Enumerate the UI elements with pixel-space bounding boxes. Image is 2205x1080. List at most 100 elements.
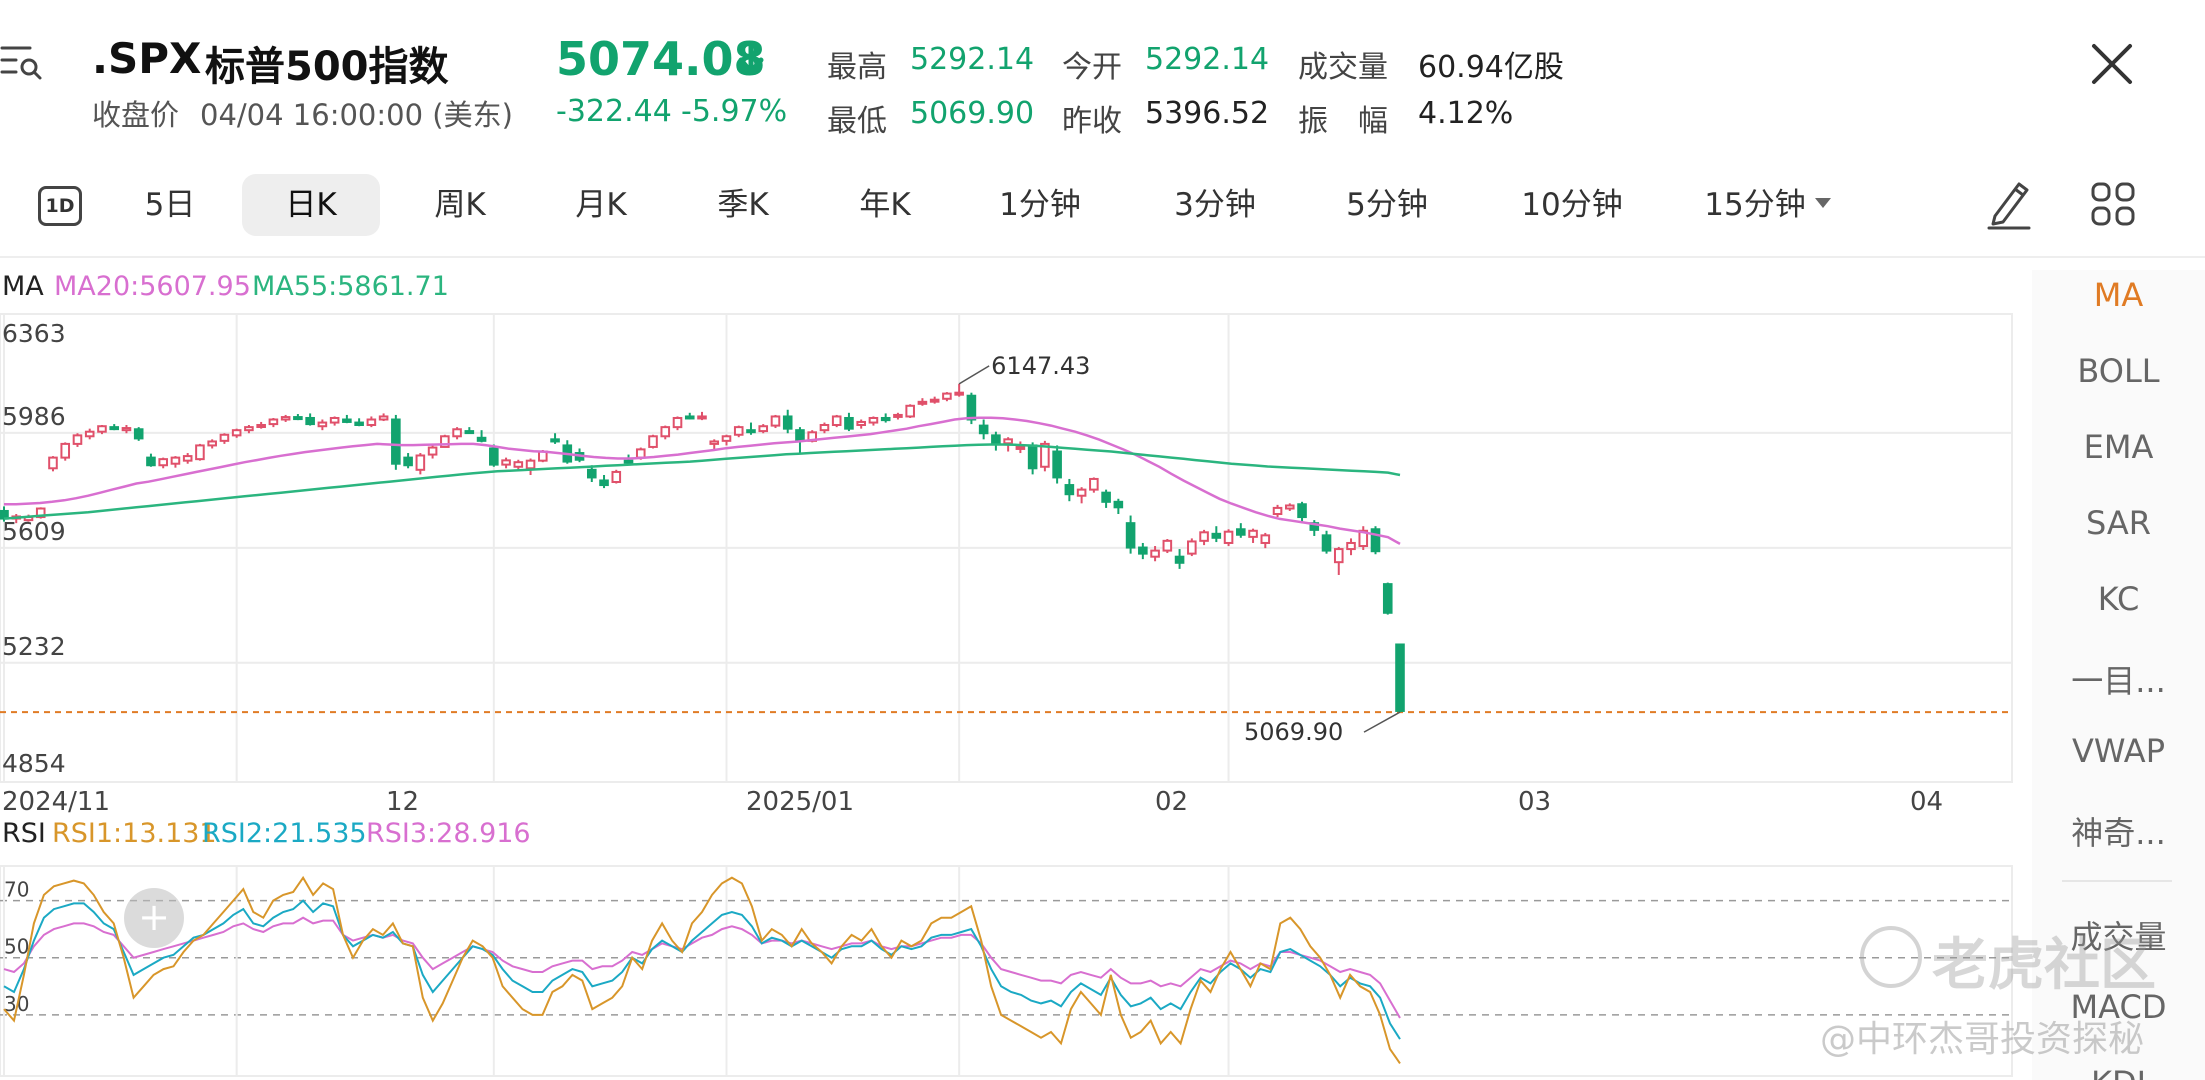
candle-body bbox=[109, 426, 120, 431]
candle-body bbox=[440, 435, 450, 448]
candle-body bbox=[256, 423, 266, 428]
candle-body bbox=[599, 479, 609, 487]
indicator-ma[interactable]: MA bbox=[2093, 276, 2144, 314]
ma55-legend: MA55:5861.71 bbox=[252, 271, 449, 302]
tab-3min[interactable]: 3分钟 bbox=[1174, 187, 1256, 223]
candle-body bbox=[1064, 484, 1075, 496]
candle-body bbox=[1162, 539, 1173, 552]
date-axis: 2024/11 12 2025/01 02 03 04 bbox=[2, 787, 1943, 817]
tab-1d[interactable]: 1D bbox=[38, 186, 82, 226]
tabs-divider bbox=[0, 256, 2205, 258]
tab-monthly-k[interactable]: 月K bbox=[575, 187, 627, 223]
candle-body bbox=[427, 446, 438, 456]
candle-body bbox=[97, 425, 107, 433]
indicator-kdj[interactable]: KDJ bbox=[2032, 1064, 2205, 1080]
stat-high-label: 最高 bbox=[827, 50, 887, 85]
menu-search-icon[interactable] bbox=[0, 40, 44, 84]
indicator-boll[interactable]: BOLL bbox=[2077, 352, 2160, 390]
candle-body bbox=[342, 418, 352, 423]
indicator-macd[interactable]: MACD bbox=[2070, 988, 2167, 1026]
indicator-ema[interactable]: EMA bbox=[2083, 428, 2154, 466]
candle-body bbox=[819, 423, 830, 432]
candle-body bbox=[929, 398, 940, 403]
indicator-volume[interactable]: 成交量 bbox=[2070, 918, 2167, 956]
candle-body bbox=[844, 416, 854, 430]
x-tick-label: 02 bbox=[1155, 787, 1188, 817]
price-axis: 6363 5986 5609 5232 4854 bbox=[2, 319, 66, 778]
candle-body bbox=[525, 459, 536, 470]
stat-amplitude-label: 振 幅 bbox=[1298, 104, 1388, 139]
candle-body bbox=[660, 426, 671, 438]
candle-body bbox=[1211, 532, 1222, 539]
indicator-panel: MA BOLL EMA SAR KC 一目... VWAP 神奇... 成交量 … bbox=[2032, 270, 2205, 1080]
candle-body bbox=[452, 428, 462, 438]
tab-1min[interactable]: 1分钟 bbox=[999, 187, 1081, 223]
candle-body bbox=[280, 416, 291, 421]
candle-body bbox=[403, 456, 413, 467]
candle-body bbox=[648, 435, 658, 448]
indicator-magic[interactable]: 神奇... bbox=[2071, 814, 2166, 852]
indicator-divider bbox=[2062, 880, 2172, 882]
ma-legend-title: MA bbox=[2, 271, 44, 302]
candle-body bbox=[121, 427, 132, 432]
candle-body bbox=[709, 440, 720, 445]
stat-volume-label: 成交量 bbox=[1298, 50, 1388, 85]
candle-body bbox=[746, 429, 756, 434]
arrow-down-icon bbox=[738, 42, 764, 75]
candle-body bbox=[905, 404, 915, 418]
tab-quarterly-k[interactable]: 季K bbox=[717, 187, 769, 223]
security-name: 标普500指数 bbox=[205, 44, 449, 90]
high-annotation-leader bbox=[958, 365, 990, 385]
candle-body bbox=[60, 442, 71, 459]
tab-10min[interactable]: 10分钟 bbox=[1521, 187, 1623, 223]
candle-body bbox=[366, 418, 377, 426]
candle-body bbox=[1333, 548, 1344, 564]
rsi-tick-label: 50 bbox=[4, 935, 29, 959]
y-tick-label: 5986 bbox=[2, 402, 66, 431]
timeframe-tabs: 1D 5日 日K 周K 月K 季K 年K 1分钟 3分钟 5分钟 10分钟 15… bbox=[0, 168, 2205, 244]
candle-body bbox=[586, 468, 597, 479]
grid-icon[interactable] bbox=[2090, 181, 2136, 227]
rsi-plot-frame bbox=[0, 865, 2013, 1077]
indicator-kc[interactable]: KC bbox=[2097, 580, 2140, 618]
candle-body bbox=[856, 420, 866, 426]
kline-chart[interactable]: MA MA20:5607.95 MA55:5861.71 6363 5986 5… bbox=[0, 262, 2032, 1080]
rsi2-line bbox=[3, 899, 1401, 1040]
x-tick-label: 2025/01 bbox=[746, 787, 854, 817]
candle-body bbox=[1113, 500, 1124, 509]
tab-daily-k[interactable]: 日K bbox=[242, 174, 380, 236]
price-change: -322.44 bbox=[556, 94, 672, 129]
tab-15min[interactable]: 15分钟 bbox=[1704, 187, 1806, 223]
candle-body bbox=[1187, 540, 1197, 555]
rsi-legend-title: RSI bbox=[2, 818, 46, 849]
tab-5min[interactable]: 5分钟 bbox=[1346, 187, 1428, 223]
x-tick-label: 2024/11 bbox=[2, 787, 110, 817]
close-icon[interactable] bbox=[2088, 40, 2136, 88]
tab-weekly-k[interactable]: 周K bbox=[434, 187, 486, 223]
chevron-down-icon[interactable] bbox=[1815, 198, 1831, 208]
x-tick-label: 04 bbox=[1910, 787, 1943, 817]
candle-body bbox=[1003, 438, 1013, 445]
candle-body bbox=[1297, 503, 1307, 519]
candle-body bbox=[721, 435, 732, 442]
x-tick-label: 12 bbox=[386, 787, 419, 817]
candle-body bbox=[1272, 506, 1283, 516]
candle-body bbox=[501, 459, 511, 466]
candle-body bbox=[1089, 477, 1099, 491]
tab-yearly-k[interactable]: 年K bbox=[859, 187, 911, 223]
indicator-sar[interactable]: SAR bbox=[2085, 504, 2152, 542]
tab-5day[interactable]: 5日 bbox=[144, 187, 196, 223]
indicator-vwap[interactable]: VWAP bbox=[2072, 732, 2165, 770]
candle-body bbox=[1150, 549, 1160, 558]
quote-header: .SPX 标普500指数 收盘价 04/04 16:00:00 (美东) 507… bbox=[0, 0, 2205, 160]
pencil-icon[interactable] bbox=[1985, 178, 2033, 230]
last-price: 5074.08 bbox=[556, 32, 766, 86]
candle-body bbox=[1138, 546, 1148, 555]
crosshair-toggle-button[interactable]: + bbox=[124, 888, 184, 948]
indicator-ichimoku[interactable]: 一目... bbox=[2071, 662, 2166, 700]
candle-body bbox=[1052, 450, 1062, 479]
candle-body bbox=[1199, 531, 1209, 542]
candle-body bbox=[733, 426, 744, 436]
candle-body bbox=[231, 429, 242, 437]
price-change-percent: -5.97% bbox=[681, 94, 788, 129]
